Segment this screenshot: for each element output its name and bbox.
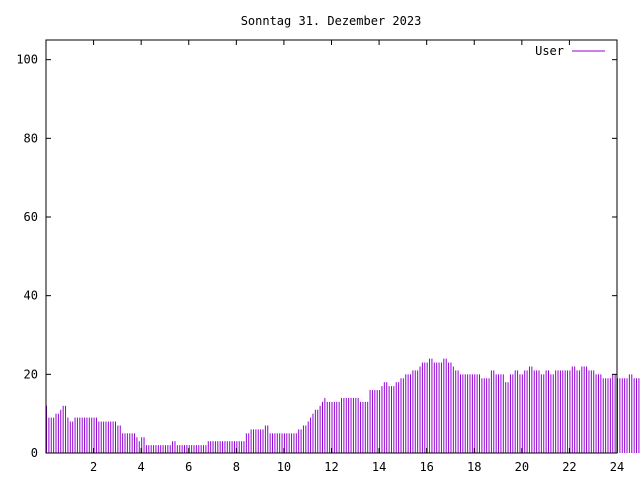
x-tick-label: 2 bbox=[90, 460, 97, 474]
x-tick-label: 16 bbox=[419, 460, 433, 474]
legend: User bbox=[535, 44, 605, 58]
legend-label-user: User bbox=[535, 44, 564, 58]
y-tick-label: 0 bbox=[31, 446, 38, 460]
x-tick-label: 12 bbox=[324, 460, 338, 474]
x-tick-label: 20 bbox=[515, 460, 529, 474]
x-tick-label: 8 bbox=[233, 460, 240, 474]
x-tick-label: 6 bbox=[185, 460, 192, 474]
x-tick-label: 14 bbox=[372, 460, 386, 474]
axis-ticks bbox=[46, 40, 618, 454]
y-tick-label: 40 bbox=[24, 289, 38, 303]
chart-title: Sonntag 31. Dezember 2023 bbox=[241, 14, 422, 28]
y-tick-label: 100 bbox=[16, 53, 38, 67]
x-tick-label: 10 bbox=[277, 460, 291, 474]
y-tick-label: 20 bbox=[24, 367, 38, 381]
x-tick-label: 22 bbox=[562, 460, 576, 474]
x-tick-label: 18 bbox=[467, 460, 481, 474]
bar-series bbox=[46, 358, 640, 453]
x-tick-label: 24 bbox=[610, 460, 624, 474]
x-tick-label: 4 bbox=[138, 460, 145, 474]
y-tick-label: 60 bbox=[24, 210, 38, 224]
y-tick-label: 80 bbox=[24, 131, 38, 145]
